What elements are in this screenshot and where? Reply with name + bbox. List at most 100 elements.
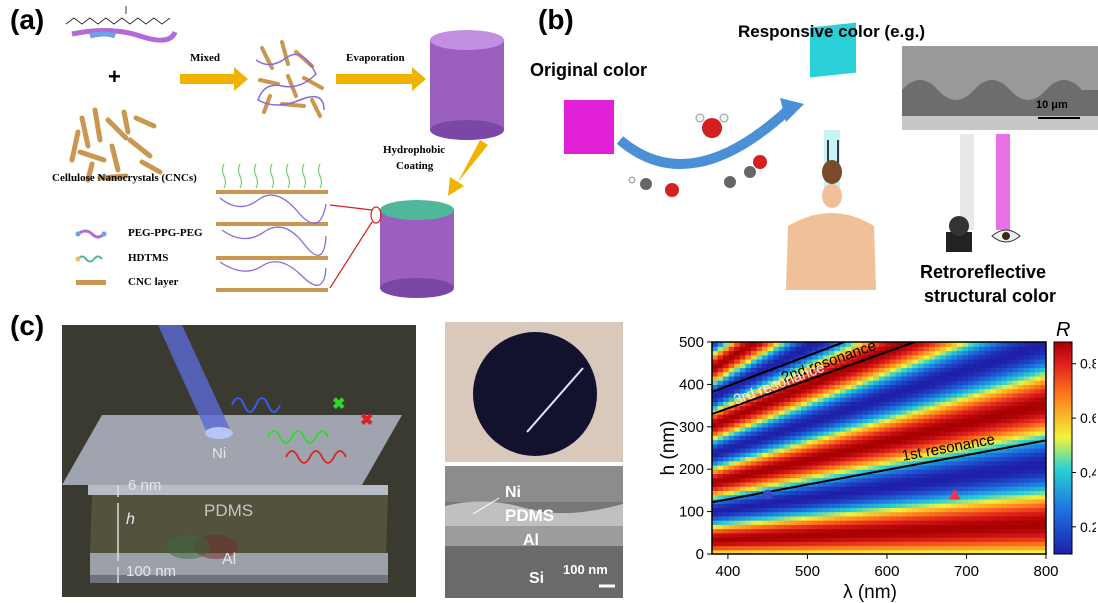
heatmap-cell bbox=[956, 537, 964, 542]
heatmap-cell bbox=[917, 486, 925, 491]
heatmap-cell bbox=[801, 541, 808, 547]
heatmap-cell bbox=[834, 405, 841, 411]
heatmap-cell bbox=[984, 524, 991, 530]
heatmap-cell bbox=[862, 371, 869, 377]
heatmap-cell bbox=[762, 448, 769, 453]
heatmap-cell bbox=[851, 541, 858, 547]
heatmap-cell bbox=[823, 511, 830, 517]
heatmap-cell bbox=[823, 367, 830, 373]
heatmap-cell bbox=[817, 414, 824, 419]
heatmap-cell bbox=[995, 388, 1003, 394]
heatmap-cell bbox=[862, 397, 869, 402]
heatmap-cell bbox=[723, 388, 730, 394]
heatmap-cell bbox=[728, 456, 735, 462]
heatmap-cell bbox=[812, 511, 819, 517]
heatmap-cell bbox=[817, 494, 824, 500]
heatmap-cell bbox=[890, 414, 897, 419]
heatmap-cell bbox=[884, 452, 891, 458]
heatmap-cell bbox=[929, 469, 936, 475]
heatmap-cell bbox=[917, 469, 925, 475]
heatmap-cell bbox=[968, 358, 975, 364]
heatmap-cell bbox=[867, 342, 875, 347]
heatmap-cell bbox=[845, 448, 852, 453]
heatmap-cell bbox=[750, 528, 758, 534]
heatmap-cell bbox=[745, 414, 752, 419]
heatmap-cell bbox=[750, 549, 758, 554]
heatmap-cell bbox=[867, 473, 875, 479]
heatmap-cell bbox=[929, 443, 936, 449]
heatmap-cell bbox=[712, 528, 719, 534]
heatmap-cell bbox=[1023, 532, 1030, 538]
heatmap-cell bbox=[845, 537, 852, 542]
heatmap-cell bbox=[912, 486, 919, 491]
heatmap-cell bbox=[773, 541, 780, 547]
heatmap-cell bbox=[856, 503, 863, 508]
heatmap-cell bbox=[929, 494, 936, 500]
heatmap-cell bbox=[840, 515, 847, 521]
heatmap-cell bbox=[968, 503, 975, 508]
heatmap-cell bbox=[840, 541, 847, 547]
heatmap-cell bbox=[1023, 367, 1030, 373]
heatmap-cell bbox=[806, 507, 813, 513]
heatmap-cell bbox=[956, 452, 964, 458]
heatmap-cell bbox=[812, 431, 819, 436]
heatmap-cell bbox=[890, 363, 897, 369]
heatmap-cell bbox=[984, 486, 991, 491]
heatmap-cell bbox=[951, 515, 958, 521]
heatmap-cell bbox=[956, 354, 964, 360]
heatmap-cell bbox=[812, 549, 819, 554]
heatmap-cell bbox=[934, 367, 941, 373]
heatmap-cell bbox=[1023, 384, 1030, 390]
heatmap-cell bbox=[806, 520, 813, 525]
heatmap-cell bbox=[745, 435, 752, 441]
heatmap-cell bbox=[840, 431, 847, 436]
heatmap-cell bbox=[1018, 388, 1025, 394]
heatmap-cell bbox=[923, 515, 930, 521]
heatmap-cell bbox=[956, 358, 964, 364]
heatmap-cell bbox=[789, 456, 797, 462]
heatmap-cell bbox=[867, 490, 875, 496]
heatmap-cell bbox=[1007, 541, 1014, 547]
heatmap-cell bbox=[823, 431, 830, 436]
heatmap-cell bbox=[734, 375, 741, 381]
heatmap-cell bbox=[823, 515, 830, 521]
heatmap-cell bbox=[723, 414, 730, 419]
heatmap-cell bbox=[795, 549, 802, 554]
heatmap-cell bbox=[945, 426, 952, 432]
heatmap-cell bbox=[890, 464, 897, 470]
heatmap-cell bbox=[723, 409, 730, 415]
heatmap-cell bbox=[995, 494, 1003, 500]
schematic-6nm-label: 6 nm bbox=[128, 477, 162, 494]
heatmap-cell bbox=[879, 515, 886, 521]
heatmap-cell bbox=[917, 473, 925, 479]
heatmap-cell bbox=[767, 375, 774, 381]
heatmap-cell bbox=[912, 380, 919, 385]
heatmap-cell bbox=[884, 537, 891, 542]
heatmap-cell bbox=[906, 422, 913, 428]
heatmap-cell bbox=[1001, 481, 1008, 487]
heatmap-cell bbox=[951, 397, 958, 402]
heatmap-cell bbox=[806, 342, 813, 347]
heatmap-cell bbox=[979, 354, 986, 360]
heatmap-cell bbox=[912, 342, 919, 347]
heatmap-cell bbox=[739, 452, 746, 458]
heatmap-cell bbox=[1007, 350, 1014, 356]
heatmap-cell bbox=[890, 401, 897, 407]
heatmap-cell bbox=[1001, 456, 1008, 462]
heatmap-cell bbox=[895, 443, 902, 449]
heatmap-cell bbox=[1023, 460, 1030, 466]
heatmap-cell bbox=[995, 469, 1003, 475]
heatmap-cell bbox=[973, 350, 980, 356]
heatmap-cell bbox=[778, 342, 785, 347]
heatmap-cell bbox=[762, 354, 769, 360]
heatmap-cell bbox=[984, 418, 991, 424]
arrow-label-mixed: Mixed bbox=[190, 52, 220, 64]
heatmap-cell bbox=[995, 414, 1003, 419]
heatmap-cell bbox=[840, 549, 847, 554]
heatmap-cell bbox=[728, 358, 735, 364]
heatmap-cell bbox=[834, 422, 841, 428]
heatmap-cell bbox=[767, 537, 774, 542]
heatmap-cell bbox=[739, 456, 746, 462]
heatmap-cell bbox=[767, 460, 774, 466]
heatmap-cell bbox=[906, 511, 913, 517]
